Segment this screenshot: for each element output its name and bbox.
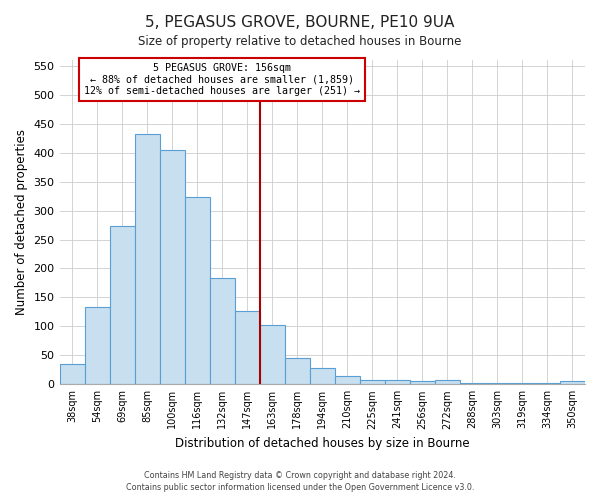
Bar — [485, 383, 510, 384]
Bar — [59, 364, 85, 384]
Text: 5 PEGASUS GROVE: 156sqm
← 88% of detached houses are smaller (1,859)
12% of semi: 5 PEGASUS GROVE: 156sqm ← 88% of detache… — [84, 63, 360, 96]
Bar — [410, 382, 435, 384]
Bar — [85, 308, 110, 384]
Bar — [235, 311, 260, 384]
Bar — [435, 380, 460, 384]
Text: 5, PEGASUS GROVE, BOURNE, PE10 9UA: 5, PEGASUS GROVE, BOURNE, PE10 9UA — [145, 15, 455, 30]
Bar — [110, 226, 134, 384]
Bar — [185, 198, 209, 384]
Bar — [285, 358, 310, 384]
Bar — [510, 383, 535, 384]
Bar — [460, 382, 485, 384]
Bar — [385, 380, 410, 384]
X-axis label: Distribution of detached houses by size in Bourne: Distribution of detached houses by size … — [175, 437, 470, 450]
Bar — [260, 325, 285, 384]
Text: Size of property relative to detached houses in Bourne: Size of property relative to detached ho… — [139, 35, 461, 48]
Bar — [160, 150, 185, 384]
Bar — [209, 278, 235, 384]
Bar — [360, 380, 385, 384]
Bar — [535, 383, 560, 384]
Bar — [560, 382, 585, 384]
Bar — [335, 376, 360, 384]
Bar — [310, 368, 335, 384]
Bar — [134, 134, 160, 384]
Y-axis label: Number of detached properties: Number of detached properties — [15, 129, 28, 315]
Text: Contains HM Land Registry data © Crown copyright and database right 2024.
Contai: Contains HM Land Registry data © Crown c… — [126, 471, 474, 492]
